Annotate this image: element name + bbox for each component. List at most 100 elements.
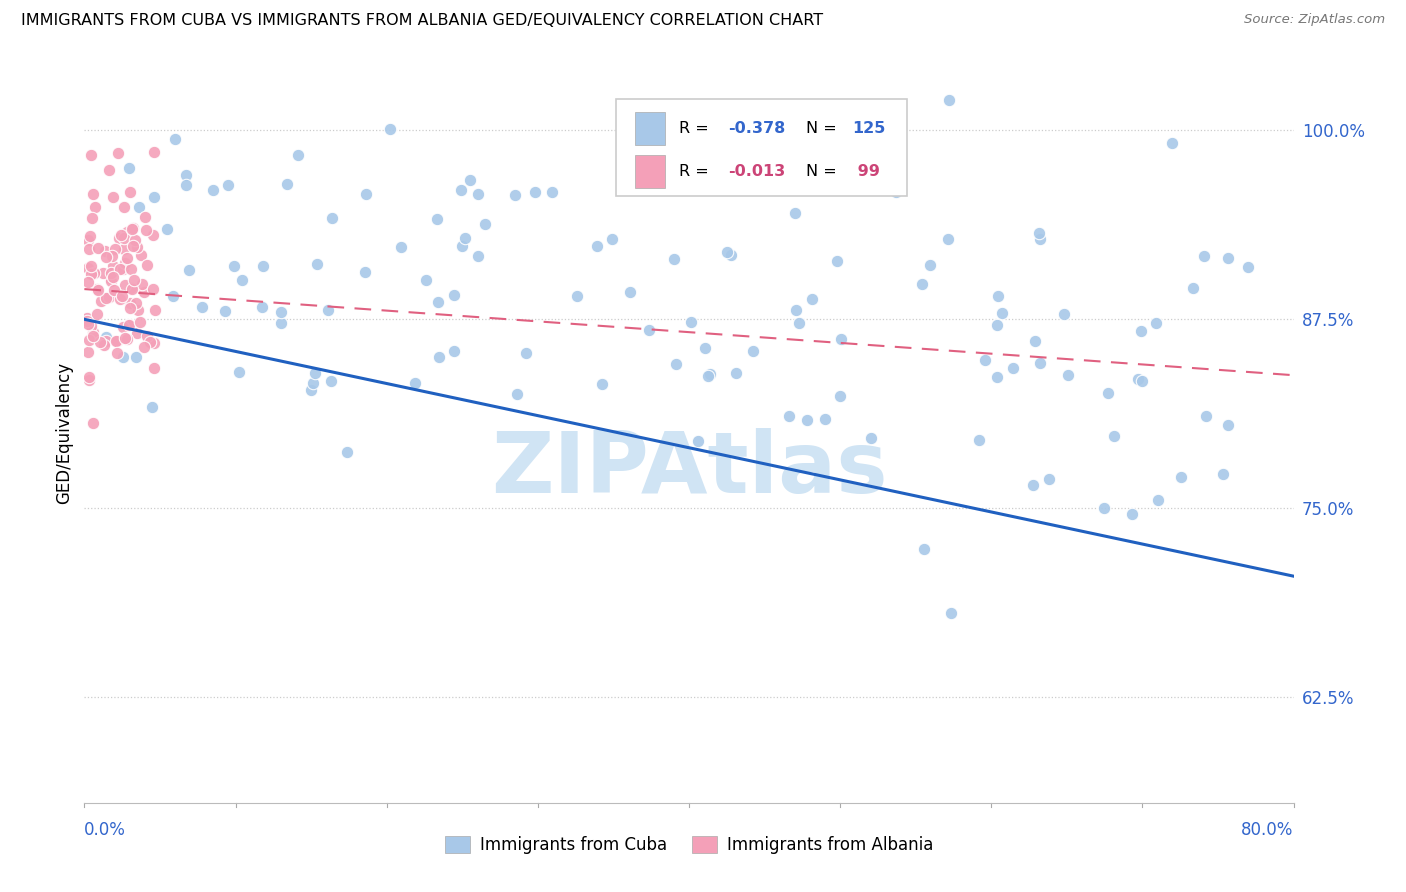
Point	[162, 288, 184, 302]
Point	[941, 606, 963, 620]
Point	[1144, 316, 1167, 330]
Point	[76, 344, 98, 359]
Point	[1181, 281, 1204, 295]
Point	[165, 132, 187, 146]
Point	[129, 248, 152, 262]
Point	[986, 370, 1008, 384]
Point	[224, 259, 246, 273]
Point	[524, 186, 547, 200]
Point	[101, 259, 124, 273]
Text: IMMIGRANTS FROM CUBA VS IMMIGRANTS FROM ALBANIA GED/EQUIVALENCY CORRELATION CHAR: IMMIGRANTS FROM CUBA VS IMMIGRANTS FROM …	[21, 13, 824, 29]
Point	[100, 266, 122, 280]
Point	[305, 258, 328, 272]
Point	[884, 185, 907, 199]
Point	[110, 227, 132, 242]
Point	[505, 387, 527, 401]
Point	[125, 296, 148, 310]
Point	[800, 292, 823, 306]
Point	[427, 295, 450, 310]
Point	[276, 178, 298, 192]
Point	[80, 211, 103, 226]
Point	[105, 345, 128, 359]
Point	[1216, 418, 1239, 433]
Point	[287, 148, 309, 162]
Point	[112, 243, 135, 257]
Point	[125, 350, 148, 364]
Point	[302, 376, 325, 390]
Point	[103, 270, 125, 285]
Point	[93, 266, 115, 280]
Point	[986, 318, 1008, 332]
Point	[100, 274, 122, 288]
Point	[415, 273, 437, 287]
Point	[1218, 251, 1240, 265]
Point	[830, 332, 852, 346]
Point	[131, 277, 153, 291]
Point	[231, 273, 253, 287]
Point	[97, 290, 120, 304]
Point	[97, 162, 120, 177]
Point	[299, 384, 322, 398]
Point	[120, 296, 142, 310]
Point	[252, 260, 274, 274]
Point	[662, 252, 685, 266]
Point	[911, 277, 934, 291]
Point	[1028, 227, 1050, 241]
Point	[135, 223, 157, 237]
Point	[143, 303, 166, 318]
Point	[86, 282, 108, 296]
Point	[82, 325, 104, 339]
Point	[591, 376, 613, 391]
Point	[142, 282, 165, 296]
Point	[139, 334, 162, 349]
Text: R =: R =	[679, 120, 714, 136]
Point	[785, 206, 807, 220]
Point	[114, 256, 136, 270]
Point	[787, 316, 810, 330]
Point	[696, 368, 718, 383]
Point	[121, 282, 143, 296]
Text: N =: N =	[806, 164, 842, 179]
FancyBboxPatch shape	[634, 112, 665, 145]
Point	[918, 258, 941, 272]
Point	[619, 285, 641, 299]
Point	[353, 265, 375, 279]
Point	[117, 318, 139, 332]
Point	[693, 341, 716, 355]
Point	[503, 188, 526, 202]
Legend: Immigrants from Cuba, Immigrants from Albania: Immigrants from Cuba, Immigrants from Al…	[439, 830, 939, 861]
Point	[82, 187, 104, 202]
Point	[174, 168, 197, 182]
Point	[936, 232, 959, 246]
Point	[825, 254, 848, 268]
Point	[117, 332, 139, 346]
Point	[77, 242, 100, 256]
Point	[120, 281, 142, 295]
Point	[98, 270, 121, 285]
Point	[127, 239, 149, 253]
Point	[778, 409, 800, 423]
Point	[1128, 372, 1150, 386]
Point	[103, 190, 125, 204]
Point	[426, 212, 449, 227]
Point	[912, 542, 935, 557]
Point	[250, 301, 273, 315]
Text: ZIPAtlas: ZIPAtlas	[491, 428, 887, 511]
Point	[217, 178, 239, 192]
Point	[443, 344, 465, 359]
Point	[830, 389, 852, 403]
Point	[77, 234, 100, 248]
Text: -0.378: -0.378	[728, 120, 785, 136]
Point	[228, 365, 250, 379]
Text: 99: 99	[852, 164, 880, 179]
Point	[76, 275, 98, 289]
Point	[1212, 467, 1234, 482]
Point	[86, 307, 108, 321]
Text: 125: 125	[852, 120, 886, 136]
Point	[80, 148, 103, 162]
Point	[1002, 360, 1025, 375]
Point	[1057, 368, 1080, 382]
Point	[720, 248, 742, 262]
Point	[120, 262, 142, 277]
Point	[515, 345, 537, 359]
